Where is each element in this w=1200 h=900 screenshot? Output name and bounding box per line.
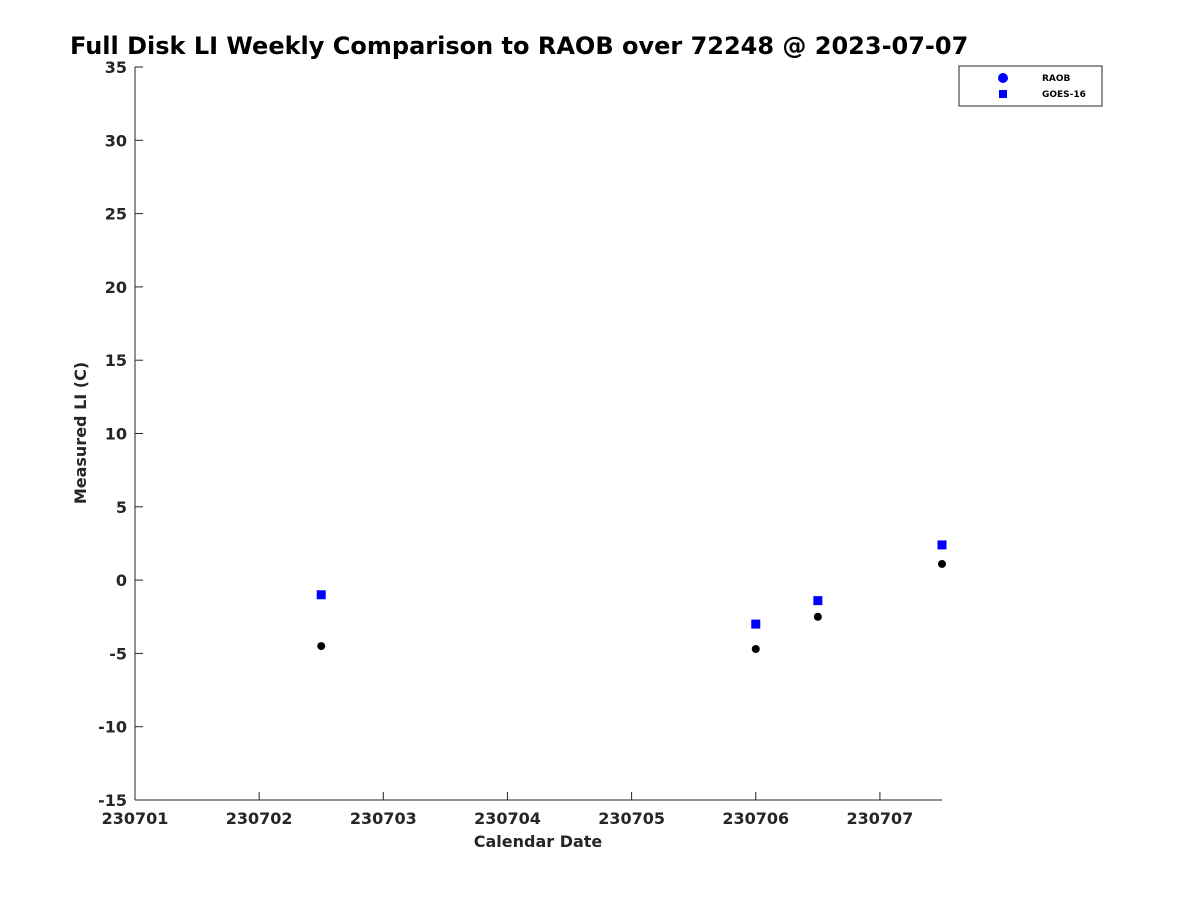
y-tick-label: 0 [116, 571, 127, 590]
y-tick-label: 25 [105, 205, 127, 224]
x-tick-label: 230701 [102, 809, 169, 828]
point-goes-16 [316, 590, 326, 600]
y-tick-label: 15 [105, 351, 127, 370]
data-marks [316, 540, 947, 654]
axes: 230701 230702 230703 230704 230705 230706 2307… [98, 58, 942, 828]
legend-label-goes-16: GOES-16 [1042, 90, 1086, 100]
y-tick-label: 5 [116, 498, 127, 517]
x-tick-label: 230707 [847, 809, 914, 828]
x-tick-label: 230702 [226, 809, 293, 828]
y-tick-label: -10 [98, 718, 127, 737]
y-tick-label: 35 [105, 58, 127, 77]
x-tick-label: 230703 [350, 809, 417, 828]
chart-title: Full Disk LI Weekly Comparison to RAOB o… [70, 32, 968, 60]
x-tick-label: 230704 [474, 809, 541, 828]
point-raob [813, 612, 822, 621]
point-raob [938, 559, 946, 568]
y-tick-label: 20 [105, 278, 127, 297]
y-tick-label: -15 [98, 791, 127, 810]
legend-box [958, 65, 1103, 107]
x-axis-label: Calendar Date [474, 832, 603, 851]
point-raob [751, 645, 760, 654]
point-goes-16 [813, 596, 823, 606]
y-axis-label: Measured LI (C) [71, 362, 90, 504]
legend-label-raob: RAOB [1042, 74, 1071, 84]
x-tick-label: 230706 [722, 809, 789, 828]
y-tick-label: 30 [105, 131, 127, 150]
point-goes-16 [937, 540, 947, 550]
y-tick-label: -5 [109, 644, 127, 663]
y-tick-label: 10 [105, 425, 127, 444]
x-tick-label: 230705 [598, 809, 665, 828]
legend-marker-goes-16 [999, 90, 1007, 98]
point-raob [317, 642, 326, 651]
legend-marker-raob [998, 73, 1008, 83]
legend: RAOB GOES-16 [958, 65, 1103, 107]
point-goes-16 [751, 619, 761, 629]
